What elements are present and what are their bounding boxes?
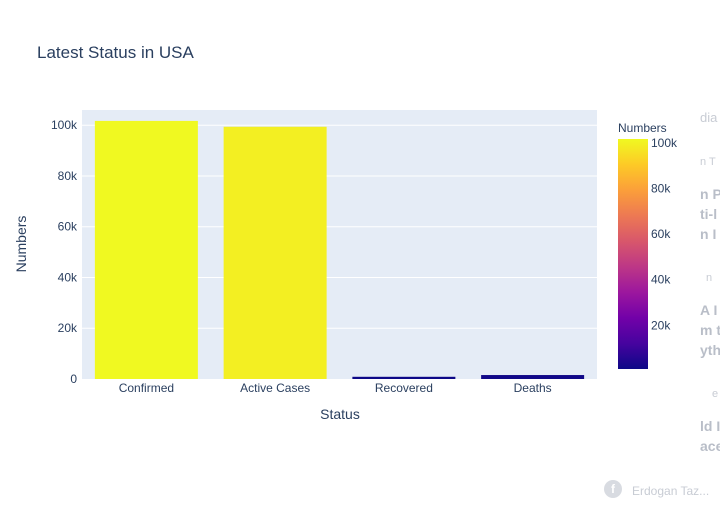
x-tick-label: Deaths <box>514 381 552 395</box>
y-tick-label: 100k <box>51 118 78 132</box>
bg-fragment: ld I <box>700 418 720 434</box>
colorbar-tick-label: 100k <box>651 136 678 150</box>
y-tick-label: 60k <box>58 220 78 234</box>
bg-fragment: n P <box>700 186 720 202</box>
colorbar-tick-label: 60k <box>651 227 671 241</box>
y-tick-label: 20k <box>58 321 78 335</box>
bar[interactable] <box>94 120 198 379</box>
colorbar-title: Numbers <box>618 121 667 135</box>
colorbar <box>618 139 648 369</box>
y-axis-label: Numbers <box>13 216 29 273</box>
x-axis-label: Status <box>320 406 360 422</box>
bg-fragment: e <box>712 388 719 400</box>
y-tick-label: 0 <box>70 372 77 386</box>
bg-fragment: n T <box>700 156 716 168</box>
bg-fragment: A I <box>700 302 718 318</box>
bg-fragment: dia <box>700 110 718 125</box>
colorbar-tick-label: 40k <box>651 273 671 287</box>
bar[interactable] <box>223 126 327 379</box>
x-tick-label: Recovered <box>375 381 433 395</box>
colorbar-ticks: 20k 40k 60k 80k 100k <box>651 136 678 332</box>
facebook-icon: f <box>604 480 622 498</box>
bg-fragment: yth <box>700 342 720 358</box>
bg-fragment: ace <box>700 438 720 454</box>
bars <box>94 120 585 379</box>
y-tick-label: 80k <box>58 169 78 183</box>
bg-fragment: n <box>706 272 713 284</box>
y-axis-ticks: 0 20k 40k 60k 80k 100k <box>51 118 78 386</box>
x-axis-ticks: Confirmed Active Cases Recovered Deaths <box>119 381 552 395</box>
bg-footer-author: Erdogan Taz... <box>632 484 710 498</box>
colorbar-tick-label: 80k <box>651 181 671 195</box>
colorbar-tick-label: 20k <box>651 318 671 332</box>
bg-fragment: m t <box>700 322 720 338</box>
x-tick-label: Confirmed <box>119 381 174 395</box>
bar[interactable] <box>352 376 456 379</box>
bg-fragment: ti-l <box>700 206 718 222</box>
bg-fragment: n I <box>700 226 717 242</box>
bar[interactable] <box>481 375 585 379</box>
x-tick-label: Active Cases <box>240 381 310 395</box>
y-tick-label: 40k <box>58 270 78 284</box>
chart-title: Latest Status in USA <box>37 43 194 62</box>
